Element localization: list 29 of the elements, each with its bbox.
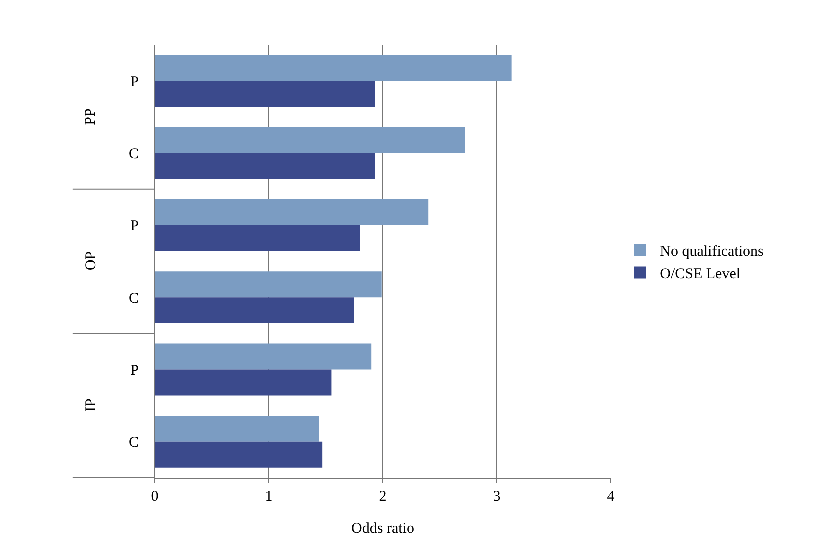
bar <box>155 442 323 468</box>
y-tick-label: C <box>128 146 139 162</box>
text: OP <box>84 251 100 271</box>
y-tick-label: P <box>130 363 139 379</box>
x-tick-label: 0 <box>151 489 159 505</box>
bar <box>155 370 332 396</box>
x-tick-label: 1 <box>265 489 273 505</box>
x-tick-label: 2 <box>379 489 387 505</box>
bar <box>155 127 466 154</box>
y-tick-label: P <box>130 218 139 235</box>
x-tick-label: 3 <box>493 489 501 505</box>
y-tick-label: C <box>128 290 139 307</box>
bar <box>155 153 376 180</box>
text: PP <box>82 108 99 126</box>
bar <box>155 199 429 226</box>
bar <box>155 225 360 252</box>
bar <box>155 416 320 442</box>
legend-label: O/CSE Level <box>660 266 741 283</box>
bar <box>155 81 376 108</box>
x-tick-label: 4 <box>607 489 616 505</box>
bar <box>155 272 382 298</box>
legend-label: No qualifications <box>660 244 764 260</box>
text: IP <box>83 398 100 412</box>
x-axis-title: Odds ratio <box>352 521 414 537</box>
y-tick-label: C <box>128 435 139 452</box>
bar <box>155 298 354 324</box>
y-tick-label: P <box>130 74 139 90</box>
bar <box>155 344 372 370</box>
bar <box>155 55 512 82</box>
